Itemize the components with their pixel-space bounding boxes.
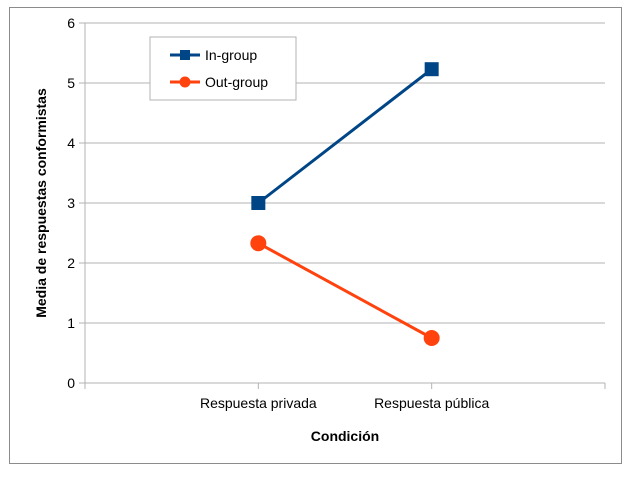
y-tick-label: 1 bbox=[67, 315, 75, 331]
data-point-square bbox=[424, 62, 439, 77]
legend-label: Out-group bbox=[205, 74, 268, 90]
x-tick-label: Respuesta privada bbox=[200, 395, 317, 411]
x-axis-title: Condición bbox=[311, 428, 379, 444]
data-point-circle bbox=[250, 235, 267, 252]
y-tick-label: 0 bbox=[67, 375, 75, 391]
y-tick-labels: 0 1 2 3 4 5 6 bbox=[67, 15, 75, 391]
series-line-0 bbox=[257, 68, 433, 205]
legend-marker-circle bbox=[179, 76, 191, 88]
legend-label: In-group bbox=[205, 47, 257, 63]
y-tick-label: 4 bbox=[67, 135, 75, 151]
series-group bbox=[250, 62, 440, 346]
legend: In-group Out-group bbox=[149, 36, 297, 101]
data-point-circle bbox=[423, 330, 440, 346]
y-tick-label: 6 bbox=[67, 15, 75, 31]
series-line-1 bbox=[257, 241, 433, 340]
x-tick-label: Respuesta pública bbox=[374, 395, 489, 411]
y-tick-label: 3 bbox=[67, 195, 75, 211]
y-tick-label: 2 bbox=[67, 255, 75, 271]
y-axis-title: Media de respuestas conformistas bbox=[33, 88, 49, 318]
legend-box bbox=[149, 36, 297, 101]
y-tick-label: 5 bbox=[67, 75, 75, 91]
gridlines bbox=[85, 22, 605, 384]
legend-marker-square bbox=[180, 50, 190, 60]
data-point-square bbox=[251, 196, 266, 210]
axes bbox=[79, 22, 606, 389]
x-tick-labels: Respuesta privada Respuesta pública bbox=[200, 395, 490, 411]
